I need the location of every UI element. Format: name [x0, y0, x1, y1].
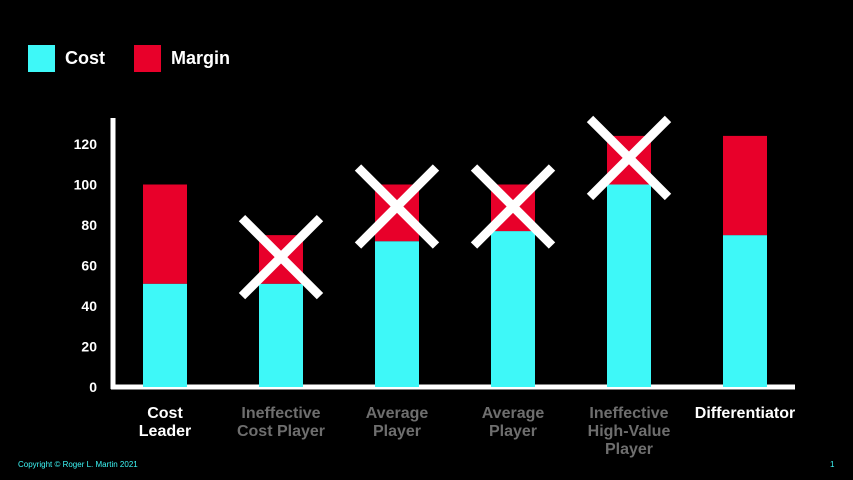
x-category-label: Cost: [147, 405, 183, 422]
bar-cost: [143, 283, 187, 387]
cross-mark-stroke: [354, 164, 440, 249]
y-tick-label: 40: [81, 298, 97, 314]
y-tick-label: 120: [74, 136, 98, 152]
copyright-text: Copyright © Roger L. Martin 2021: [18, 460, 138, 469]
cross-mark-stroke: [470, 164, 556, 249]
y-tick-label: 100: [74, 177, 98, 193]
y-tick-label: 0: [89, 379, 97, 395]
x-category-label: Player: [489, 423, 537, 440]
x-category-label: Cost Player: [237, 423, 325, 440]
cross-mark-stroke: [586, 115, 672, 201]
x-category-label: Player: [373, 423, 421, 440]
legend-margin: Margin: [134, 44, 230, 72]
x-category-label: High-Value: [588, 423, 671, 440]
bar-cost: [375, 241, 419, 387]
y-tick-label: 60: [81, 258, 97, 274]
legend-margin-swatch: [134, 44, 161, 72]
legend-margin-label: Margin: [171, 47, 231, 68]
bar-cost: [723, 235, 767, 387]
bar-cost: [607, 184, 651, 387]
bar-cost: [259, 283, 303, 387]
x-category-label: Ineffective: [241, 405, 320, 422]
y-tick-label: 20: [81, 339, 97, 355]
x-category-label: Ineffective: [589, 405, 668, 422]
legend-cost-label: Cost: [65, 47, 105, 68]
cross-mark-stroke: [238, 214, 324, 300]
y-tick-label: 80: [81, 217, 97, 233]
x-category-label: Leader: [139, 423, 191, 440]
bar-cost: [491, 231, 535, 387]
legend-cost: Cost: [28, 44, 105, 72]
legend-cost-swatch: [28, 44, 55, 72]
x-category-label: Player: [605, 441, 653, 458]
x-category-label: Differentiator: [695, 405, 795, 422]
x-category-label: Average: [482, 405, 545, 422]
x-category-label: Average: [366, 405, 429, 422]
bar-margin: [143, 184, 187, 284]
bar-margin: [723, 135, 767, 236]
page-number: 1: [830, 460, 835, 469]
